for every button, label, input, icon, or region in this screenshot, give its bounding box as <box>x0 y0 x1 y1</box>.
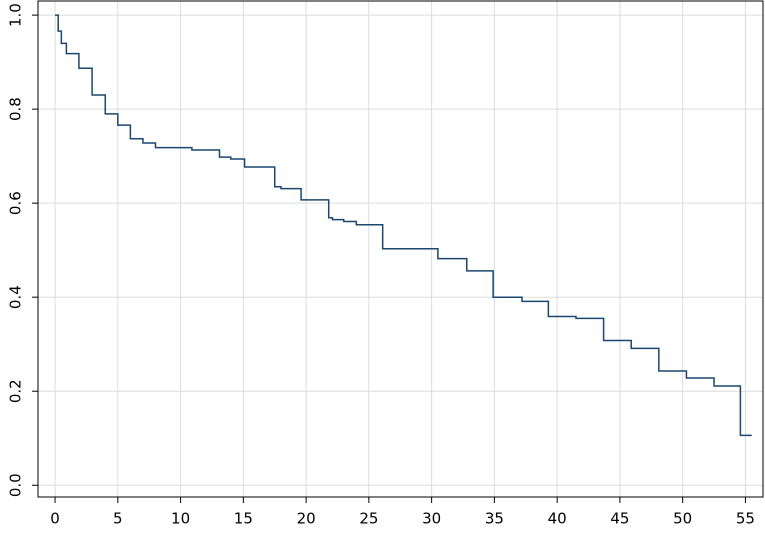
y-tick-label: 1.0 <box>7 3 25 27</box>
y-tick-label: 0.8 <box>7 97 25 121</box>
plot-frame <box>37 0 764 498</box>
x-tick-label: 50 <box>673 510 692 528</box>
x-tick-label: 30 <box>422 510 441 528</box>
x-tick-label: 0 <box>50 510 60 528</box>
survival-line <box>55 14 752 437</box>
y-tick-label: 0.2 <box>7 379 25 403</box>
x-tick-label: 40 <box>548 510 567 528</box>
y-tick-label: 0.4 <box>7 285 25 309</box>
y-tick-label: 0.0 <box>7 473 25 497</box>
x-tick-label: 25 <box>359 510 378 528</box>
y-tick-label: 0.6 <box>7 191 25 215</box>
x-tick-label: 55 <box>736 510 755 528</box>
x-tick-label: 10 <box>171 510 190 528</box>
x-tick-label: 35 <box>485 510 504 528</box>
x-tick-label: 15 <box>234 510 253 528</box>
x-tick-label: 45 <box>610 510 629 528</box>
x-tick-label: 5 <box>113 510 123 528</box>
x-tick-label: 20 <box>297 510 316 528</box>
